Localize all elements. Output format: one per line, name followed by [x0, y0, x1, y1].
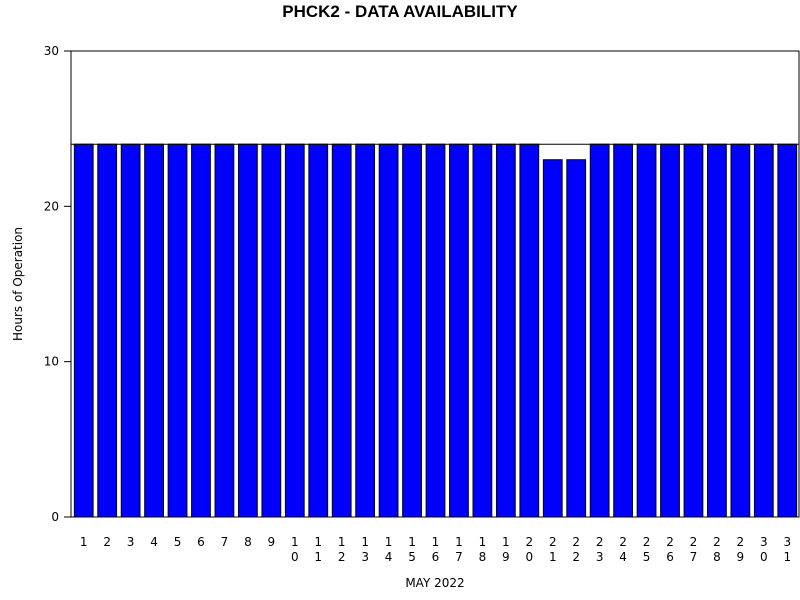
y-tick-label-30: 30	[44, 44, 59, 58]
x-tick-label-4: 4	[150, 535, 158, 549]
x-tick-label-3: 3	[127, 535, 135, 549]
x-tick-label-7: 7	[221, 535, 229, 549]
x-tick-label-1: 1	[80, 535, 88, 549]
bar-14	[378, 143, 399, 518]
bar-8	[238, 143, 258, 518]
x-tick-label-9: 9	[268, 535, 276, 549]
bars	[73, 143, 798, 518]
x-axis-label: MAY 2022	[405, 576, 464, 590]
bar-25	[636, 143, 657, 518]
bar-16	[425, 143, 446, 518]
bar-27	[683, 143, 704, 518]
bar-15	[402, 143, 422, 518]
bar-29	[730, 143, 751, 518]
x-tick-label-8: 8	[244, 535, 252, 549]
bar-12	[331, 143, 352, 518]
y-axis: 0 10 20 30	[44, 44, 71, 524]
bar-19	[495, 143, 516, 518]
bar-1	[73, 143, 94, 518]
y-tick-label-0: 0	[51, 510, 59, 524]
bar-7	[214, 143, 235, 518]
bar-24	[613, 143, 633, 518]
bar-21	[542, 159, 563, 518]
bar-30	[753, 143, 774, 518]
bar-5	[167, 143, 188, 518]
bar-10	[284, 143, 305, 518]
x-axis: 1 2 3 4 5 6 7 8 9 1 01 11 21 31 41 51 61 71 81 92 02 12 22 32 42…	[80, 535, 791, 564]
y-axis-label: Hours of Operation	[11, 227, 25, 341]
x-tick-label-6: 6	[197, 535, 205, 549]
bar-3	[120, 143, 141, 518]
y-tick-label-20: 20	[44, 199, 59, 213]
bar-9	[261, 143, 282, 518]
bar-13	[355, 143, 376, 518]
bar-23	[589, 143, 610, 518]
bar-18	[472, 143, 493, 518]
bar-26	[660, 143, 680, 518]
bar-31	[777, 143, 798, 518]
bar-28	[707, 143, 727, 518]
bar-4	[144, 143, 164, 518]
bar-2	[97, 143, 118, 518]
bar-20	[519, 143, 540, 518]
bar-17	[449, 143, 469, 518]
bar-22	[566, 159, 587, 518]
bar-11	[308, 143, 329, 518]
bar-6	[191, 143, 211, 518]
x-tick-label-5: 5	[174, 535, 182, 549]
x-tick-label-2: 2	[103, 535, 111, 549]
chart-title: PHCK2 - DATA AVAILABILITY	[282, 2, 518, 21]
y-tick-label-10: 10	[44, 355, 59, 369]
